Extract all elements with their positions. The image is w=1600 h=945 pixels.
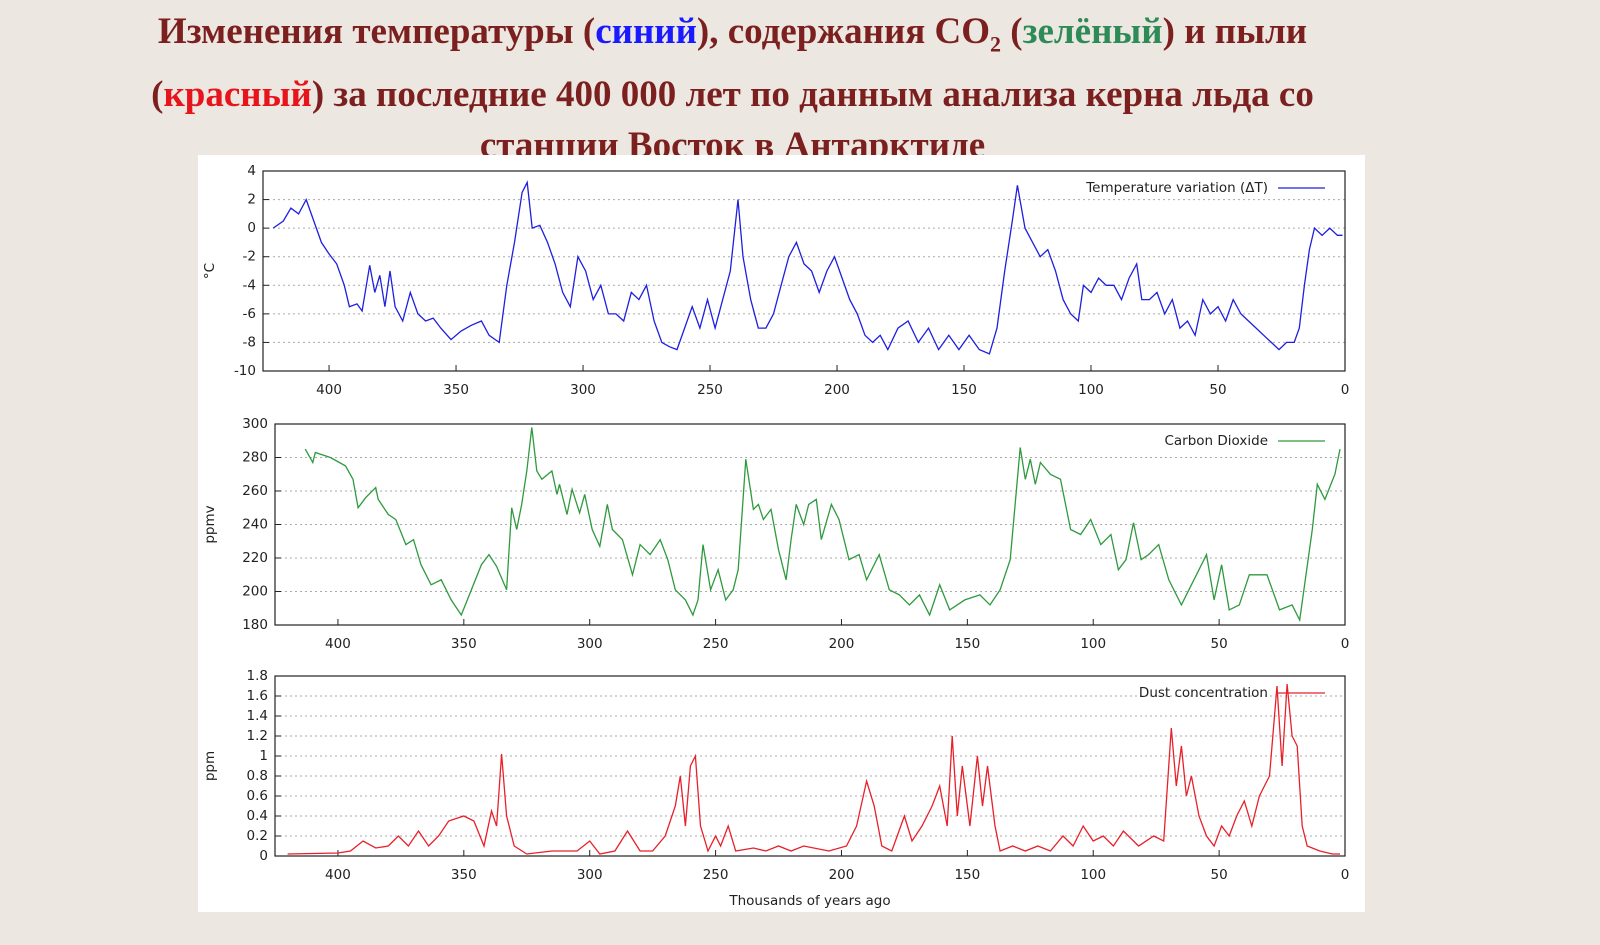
x-tick-label: 300: [570, 382, 596, 398]
y-axis-label: °C: [202, 263, 218, 279]
x-axis-label: Thousands of years ago: [728, 893, 890, 909]
x-tick-label: 350: [451, 636, 477, 652]
y-tick-label: 220: [242, 550, 268, 566]
y-tick-label: 1.4: [247, 708, 268, 724]
x-tick-label: 350: [443, 382, 469, 398]
title-text: ) и пыли: [1162, 11, 1308, 52]
y-tick-label: 4: [247, 163, 256, 179]
title-line: Изменения температуры (синий), содержани…: [0, 6, 1465, 69]
legend-label: Carbon Dioxide: [1164, 433, 1268, 449]
y-tick-label: 2: [247, 192, 256, 208]
title-text: ), содержания CO: [696, 11, 991, 52]
x-tick-label: 0: [1341, 636, 1350, 652]
x-tick-label: 250: [703, 867, 729, 883]
chart-background: [198, 155, 1365, 912]
x-tick-label: 250: [703, 636, 729, 652]
data-line: [287, 683, 1340, 855]
x-tick-label: 150: [954, 867, 980, 883]
title-text: (: [151, 74, 164, 116]
x-tick-label: 150: [951, 382, 977, 398]
y-tick-label: 300: [242, 416, 268, 432]
y-tick-label: 200: [242, 584, 268, 600]
x-tick-label: 400: [325, 867, 351, 883]
y-tick-label: 1: [259, 748, 268, 764]
y-tick-label: 280: [242, 450, 268, 466]
x-tick-label: 200: [824, 382, 850, 398]
x-tick-label: 50: [1211, 636, 1228, 652]
legend-label: Temperature variation (ΔT): [1085, 180, 1268, 196]
x-tick-label: 50: [1209, 382, 1226, 398]
legend-label: Dust concentration: [1139, 685, 1268, 701]
y-axis-label: ppmv: [202, 505, 218, 543]
y-tick-label: 1.6: [247, 688, 268, 704]
x-tick-label: 200: [829, 636, 855, 652]
x-tick-label: 350: [451, 867, 477, 883]
y-tick-label: 1.8: [247, 668, 268, 684]
x-tick-label: 300: [577, 636, 603, 652]
y-tick-label: 0: [247, 220, 256, 236]
title-text: (: [1001, 11, 1023, 52]
y-tick-label: -2: [243, 249, 256, 265]
y-tick-label: 0.2: [247, 828, 268, 844]
y-tick-label: 0.4: [247, 808, 268, 824]
y-tick-label: 0: [259, 848, 268, 864]
y-tick-label: 0.6: [247, 788, 268, 804]
x-tick-label: 250: [697, 382, 723, 398]
y-tick-label: 180: [242, 617, 268, 633]
y-tick-label: 260: [242, 483, 268, 499]
y-tick-label: 0.8: [247, 768, 268, 784]
x-tick-label: 0: [1341, 867, 1350, 883]
y-tick-label: 1.2: [247, 728, 268, 744]
x-tick-label: 400: [316, 382, 342, 398]
plot-frame: [274, 675, 1346, 857]
x-tick-label: 300: [577, 867, 603, 883]
plot-frame: [262, 170, 1346, 372]
y-tick-label: -4: [243, 277, 256, 293]
y-tick-label: -8: [243, 334, 256, 350]
x-tick-label: 0: [1341, 382, 1350, 398]
y-tick-label: 240: [242, 517, 268, 533]
y-tick-label: -10: [234, 363, 256, 379]
x-tick-label: 150: [954, 636, 980, 652]
title-text: красный: [163, 74, 312, 116]
x-tick-label: 100: [1080, 867, 1106, 883]
title-text: Изменения температуры (: [157, 11, 596, 52]
x-tick-label: 50: [1211, 867, 1228, 883]
title-text: синий: [595, 11, 697, 52]
y-tick-label: -6: [243, 306, 256, 322]
title-text: зелёный: [1022, 11, 1163, 52]
slide-title: Изменения температуры (синий), содержани…: [0, 6, 1465, 171]
x-tick-label: 400: [325, 636, 351, 652]
plot-frame: [274, 423, 1346, 626]
x-tick-label: 200: [829, 867, 855, 883]
x-tick-label: 100: [1080, 636, 1106, 652]
data-line: [304, 427, 1341, 623]
title-text: 2: [990, 31, 1002, 57]
y-axis-label: ppm: [202, 751, 218, 781]
title-text: ) за последние 400 000 лет по данным ана…: [311, 74, 1314, 116]
title-line: (красный) за последние 400 000 лет по да…: [0, 69, 1465, 120]
x-tick-label: 100: [1078, 382, 1104, 398]
data-line: [272, 180, 1343, 355]
